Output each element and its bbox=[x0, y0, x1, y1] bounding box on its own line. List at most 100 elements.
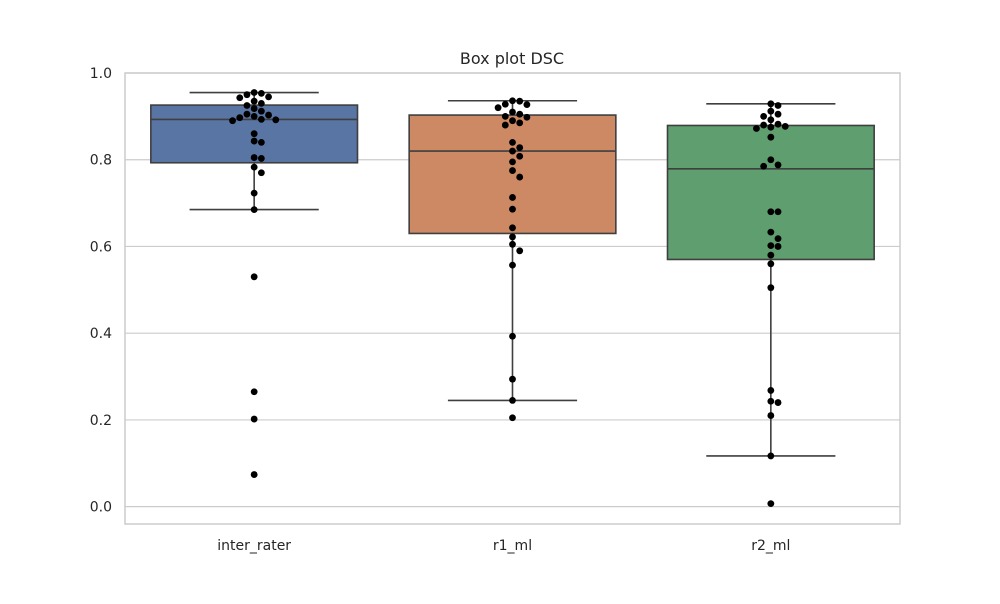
data-point-r2_ml bbox=[760, 121, 768, 129]
data-point-r1_ml bbox=[509, 147, 516, 155]
data-point-r2_ml bbox=[774, 399, 782, 406]
data-point-inter_rater bbox=[257, 169, 265, 177]
data-point-r2_ml bbox=[767, 208, 775, 216]
data-point-r2_ml bbox=[760, 112, 768, 120]
data-point-r2_ml bbox=[767, 156, 775, 164]
data-point-r1_ml bbox=[516, 144, 524, 151]
data-point-inter_rater bbox=[250, 97, 258, 105]
data-point-inter_rater bbox=[257, 89, 265, 97]
data-point-r2_ml bbox=[774, 208, 782, 216]
data-point-r1_ml bbox=[501, 100, 509, 108]
data-point-r1_ml bbox=[509, 240, 516, 248]
data-point-r1_ml bbox=[509, 194, 516, 201]
y-tick-label: 0.8 bbox=[90, 153, 112, 169]
data-point-r1_ml bbox=[516, 97, 524, 105]
data-point-r2_ml bbox=[774, 120, 782, 128]
data-point-r2_ml bbox=[774, 235, 782, 243]
data-point-inter_rater bbox=[243, 91, 251, 99]
box-r2_ml bbox=[666, 124, 875, 261]
data-point-inter_rater bbox=[250, 137, 258, 145]
data-point-r1_ml bbox=[509, 233, 516, 241]
data-point-r2_ml bbox=[781, 122, 789, 130]
data-point-r2_ml bbox=[767, 116, 775, 124]
data-point-r1_ml bbox=[509, 108, 516, 116]
data-point-r1_ml bbox=[501, 112, 509, 120]
chart-title: Box plot DSC bbox=[460, 49, 564, 68]
data-point-r1_ml bbox=[516, 110, 524, 118]
x-tick-label-inter_rater: inter_rater bbox=[217, 538, 291, 554]
x-tick-label-r1_ml: r1_ml bbox=[493, 538, 532, 554]
data-point-inter_rater bbox=[250, 89, 258, 96]
data-point-r2_ml bbox=[767, 412, 775, 419]
box-group-r1_ml bbox=[408, 99, 617, 402]
data-point-inter_rater bbox=[250, 112, 258, 120]
data-point-inter_rater bbox=[257, 99, 265, 107]
plot-area-frame bbox=[124, 72, 901, 525]
data-point-r2_ml bbox=[767, 133, 775, 141]
data-point-r1_ml bbox=[523, 101, 531, 109]
data-point-inter_rater bbox=[272, 116, 280, 124]
y-tick-label: 0.6 bbox=[90, 239, 112, 255]
data-point-r2_ml bbox=[774, 161, 782, 169]
box-r1_ml bbox=[408, 114, 617, 235]
data-point-inter_rater bbox=[250, 130, 258, 138]
data-point-r2_ml bbox=[767, 242, 775, 249]
y-tick-label: 0.4 bbox=[90, 326, 112, 342]
data-point-r1_ml bbox=[509, 167, 516, 174]
data-point-r2_ml bbox=[767, 251, 775, 259]
data-point-inter_rater bbox=[250, 206, 258, 214]
data-point-r2_ml bbox=[767, 387, 775, 394]
data-point-inter_rater bbox=[250, 189, 258, 197]
data-point-r1_ml bbox=[509, 332, 516, 340]
data-point-r2_ml bbox=[767, 452, 775, 460]
data-point-r2_ml bbox=[767, 397, 775, 405]
data-point-r2_ml bbox=[767, 123, 775, 131]
data-point-r2_ml bbox=[774, 102, 782, 109]
data-point-inter_rater bbox=[236, 94, 244, 102]
data-point-r1_ml bbox=[509, 97, 516, 105]
data-point-r1_ml bbox=[523, 113, 531, 121]
data-point-r1_ml bbox=[509, 224, 516, 232]
data-point-inter_rater bbox=[250, 105, 258, 112]
y-tick-label: 1.0 bbox=[90, 66, 112, 82]
data-point-r1_ml bbox=[509, 158, 516, 166]
data-point-inter_rater bbox=[257, 155, 265, 162]
data-point-r1_ml bbox=[516, 247, 524, 255]
data-point-r2_ml bbox=[767, 107, 775, 115]
data-point-inter_rater bbox=[265, 111, 272, 119]
data-point-r1_ml bbox=[516, 173, 524, 181]
data-point-r2_ml bbox=[753, 125, 760, 132]
data-point-inter_rater bbox=[250, 471, 258, 478]
data-point-inter_rater bbox=[250, 163, 258, 171]
data-point-r1_ml bbox=[509, 205, 516, 213]
data-point-inter_rater bbox=[229, 117, 236, 125]
data-point-r2_ml bbox=[774, 110, 782, 118]
data-point-r1_ml bbox=[509, 261, 516, 269]
data-point-r1_ml bbox=[509, 375, 516, 383]
data-point-r2_ml bbox=[767, 500, 775, 508]
data-point-inter_rater bbox=[250, 154, 258, 161]
data-point-inter_rater bbox=[243, 110, 251, 118]
data-point-r1_ml bbox=[494, 104, 502, 112]
data-point-inter_rater bbox=[257, 116, 265, 123]
data-point-r2_ml bbox=[767, 100, 775, 108]
data-point-r1_ml bbox=[516, 119, 524, 127]
data-point-inter_rater bbox=[250, 273, 258, 281]
data-point-inter_rater bbox=[250, 388, 258, 396]
x-tick-label-r2_ml: r2_ml bbox=[751, 538, 790, 554]
data-point-r2_ml bbox=[760, 162, 768, 170]
data-point-inter_rater bbox=[265, 93, 272, 101]
data-point-r1_ml bbox=[509, 117, 516, 125]
data-point-inter_rater bbox=[243, 102, 251, 109]
data-point-inter_rater bbox=[236, 114, 244, 122]
y-tick-label: 0.2 bbox=[90, 413, 112, 429]
data-point-inter_rater bbox=[250, 415, 258, 423]
data-point-r2_ml bbox=[774, 243, 782, 250]
data-point-r2_ml bbox=[767, 228, 775, 236]
y-tick-label: 0.0 bbox=[90, 500, 112, 516]
data-point-inter_rater bbox=[257, 107, 265, 115]
data-point-r1_ml bbox=[509, 414, 516, 422]
data-point-r2_ml bbox=[767, 260, 775, 268]
